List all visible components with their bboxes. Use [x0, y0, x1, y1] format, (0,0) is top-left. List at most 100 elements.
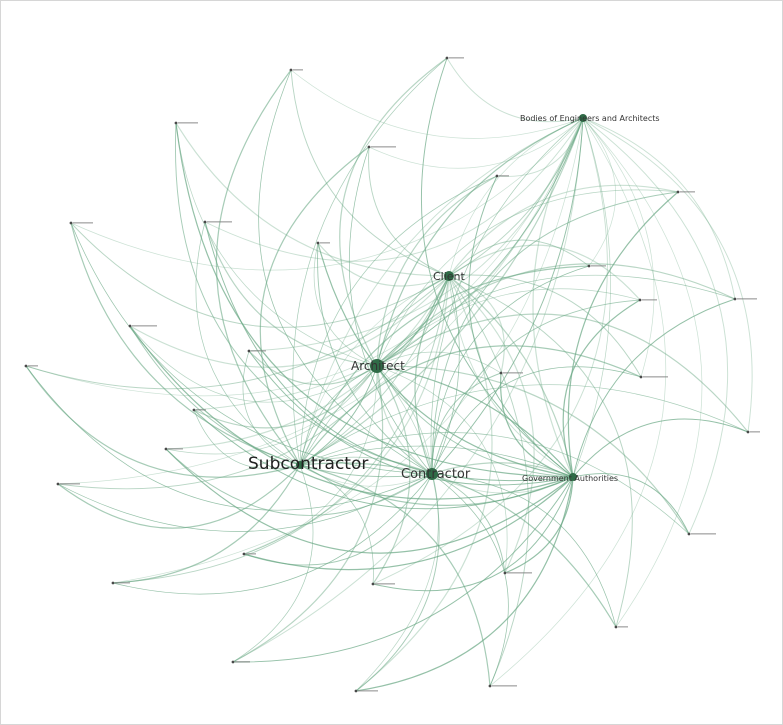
graph-edge — [572, 117, 611, 478]
node-p10 — [587, 264, 591, 268]
graph-edge — [448, 239, 590, 277]
node-p17 — [746, 430, 750, 434]
graph-edge — [448, 275, 633, 628]
graph-edge — [572, 418, 749, 478]
graph-edge — [448, 275, 505, 374]
graph-edge — [448, 274, 642, 378]
graph-edge — [299, 117, 584, 466]
graph-edge — [243, 476, 574, 571]
node-p13 — [24, 364, 28, 368]
graph-edge — [355, 473, 440, 692]
graph-edge — [431, 473, 509, 687]
graph-edge — [25, 365, 433, 511]
graph-edge — [165, 365, 378, 455]
graph-edge — [448, 275, 530, 687]
node-label-mark — [507, 572, 532, 574]
graph-edge — [25, 365, 301, 478]
node-label-mark — [235, 661, 250, 663]
graph-edge — [368, 117, 584, 169]
graph-edge — [174, 122, 433, 475]
graph-edge — [567, 191, 679, 478]
node-subcontractor — [296, 461, 304, 469]
node-p23 — [371, 582, 375, 586]
graph-edge — [299, 464, 574, 506]
node-label-mark — [750, 431, 760, 433]
graph-edge — [204, 221, 378, 367]
node-label-mark — [449, 57, 464, 59]
graph-edge — [70, 117, 584, 271]
graph-edge — [448, 117, 584, 277]
node-org — [579, 114, 587, 122]
graph-edge — [376, 117, 584, 367]
graph-edge — [299, 175, 498, 466]
graph-edge — [112, 473, 433, 595]
graph-edge — [165, 448, 574, 554]
graph-edge — [376, 365, 690, 535]
graph-edge — [582, 117, 655, 378]
graph-edge — [129, 325, 378, 403]
graph-edge — [431, 473, 506, 574]
graph-edge — [232, 365, 384, 663]
graph-edge — [376, 365, 574, 478]
node-label-mark — [358, 690, 378, 692]
graph-edge — [372, 476, 574, 592]
node-p2 — [445, 56, 449, 60]
graph-edge — [299, 365, 378, 466]
graph-edge — [290, 69, 584, 139]
node-label-mark — [178, 122, 198, 124]
node-p5 — [495, 174, 499, 178]
graph-edge — [532, 117, 584, 478]
graph-edge — [448, 244, 641, 301]
graph-edge — [431, 473, 617, 628]
graph-edge — [112, 464, 301, 584]
node-label-mark — [680, 191, 695, 193]
graph-edge — [317, 242, 574, 478]
graph-edge — [299, 384, 749, 466]
graph-edge — [193, 409, 301, 470]
node-label-mark — [492, 685, 517, 687]
graph-edge — [582, 117, 753, 433]
graph-edge — [448, 275, 574, 478]
graph-edge — [376, 189, 679, 367]
graph-edge — [129, 325, 574, 500]
graph-edge — [242, 350, 301, 466]
node-p15 — [499, 371, 503, 375]
node-p11 — [733, 297, 737, 301]
graph-edge — [431, 366, 642, 475]
node-label-mark — [320, 242, 330, 244]
graph-edge — [258, 69, 433, 475]
node-label-mark — [246, 553, 256, 555]
node-label-mark — [371, 146, 396, 148]
graph-edge — [299, 345, 642, 466]
node-label-mark — [115, 582, 130, 584]
node-label-government: Government Authorities — [522, 474, 618, 483]
graph-edge — [299, 462, 617, 628]
node-p19 — [56, 482, 60, 486]
graph-edge — [431, 191, 679, 475]
graph-edge — [562, 299, 641, 478]
node-label-contractor: Contractor — [401, 467, 471, 482]
graph-edge — [112, 117, 584, 584]
graph-edge — [448, 275, 535, 574]
graph-edge — [317, 242, 433, 475]
graph-edge — [243, 365, 378, 555]
graph-edge — [431, 299, 641, 475]
label-layer: Bodies of Engineers and Architects Clien… — [248, 114, 660, 483]
node-label-mark — [375, 583, 395, 585]
node-label-mark — [618, 626, 628, 628]
edge-layer — [25, 57, 753, 692]
graph-edge — [349, 146, 433, 475]
graph-edge — [25, 117, 584, 397]
graph-edge — [372, 117, 608, 585]
node-p18 — [164, 447, 168, 451]
graph-edge — [195, 221, 301, 466]
graph-edge — [431, 275, 460, 475]
graph-edge — [431, 372, 502, 475]
graph-edge — [339, 57, 448, 367]
node-label-mark — [196, 409, 206, 411]
node-label-mark — [503, 372, 523, 374]
graph-edge — [376, 365, 574, 478]
graph-edge — [376, 117, 584, 367]
graph-edge — [299, 445, 574, 478]
